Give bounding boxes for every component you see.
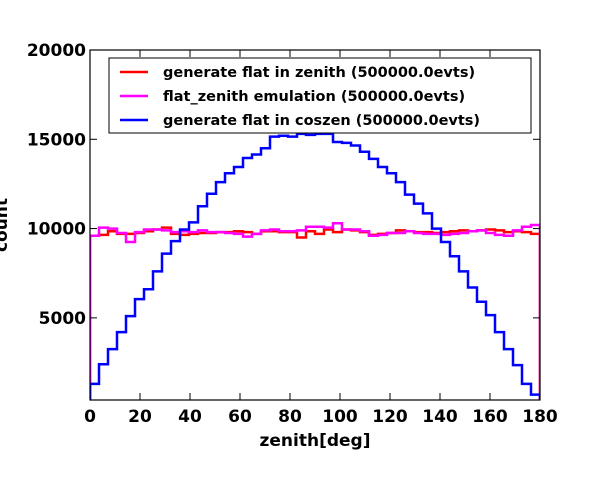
x-tick-label: 120 — [372, 407, 408, 427]
x-tick-label: 80 — [278, 407, 302, 427]
x-axis: 0 20 40 60 80 100 120 140 160 180 — [84, 50, 558, 427]
legend-entry-label: flat_zenith emulation (500000.0evts) — [163, 89, 465, 105]
series-line-3 — [90, 132, 540, 400]
x-tick-label: 60 — [228, 407, 252, 427]
x-tick-label: 100 — [322, 407, 358, 427]
y-axis-label: count — [0, 198, 12, 252]
series-line-1 — [90, 226, 540, 400]
series-line-2 — [90, 221, 540, 400]
x-tick-label: 20 — [128, 407, 152, 427]
series-layer — [90, 132, 540, 400]
x-tick-label: 180 — [522, 407, 558, 427]
legend-frame — [108, 57, 532, 134]
y-tick-label: 10000 — [27, 220, 86, 240]
x-tick-label: 160 — [472, 407, 508, 427]
y-tick-label: 20000 — [27, 41, 86, 61]
x-tick-label: 0 — [84, 407, 96, 427]
legend-entry-label: generate flat in zenith (500000.0evts) — [163, 65, 475, 81]
y-tick-label: 5000 — [39, 309, 86, 329]
plot-frame — [89, 49, 541, 401]
x-axis-label: zenith[deg] — [260, 431, 371, 451]
x-tick-label: 40 — [178, 407, 202, 427]
x-tick-label: 140 — [422, 407, 458, 427]
y-axis: 5000 10000 15000 20000 — [27, 41, 540, 329]
legend-entry-label: generate flat in coszen (500000.0evts) — [163, 113, 480, 129]
y-tick-label: 15000 — [27, 130, 86, 150]
legend: generate flat in zenith (500000.0evts) fl… — [108, 57, 532, 134]
